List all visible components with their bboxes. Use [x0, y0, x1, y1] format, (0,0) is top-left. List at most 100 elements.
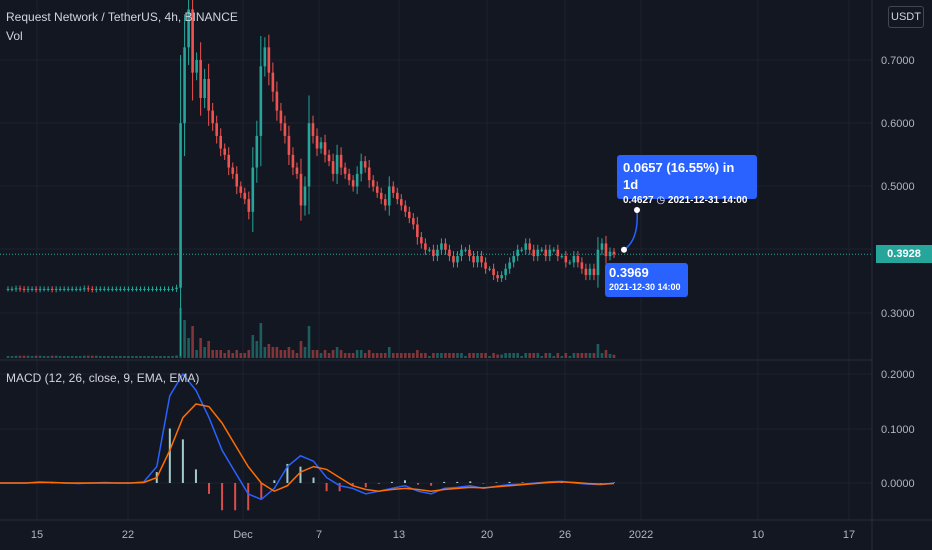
- volume-bar: [219, 350, 223, 358]
- candle-body: [339, 154, 343, 168]
- volume-bar: [331, 350, 335, 358]
- histogram-bar: [456, 481, 459, 483]
- volume-bar: [66, 356, 70, 358]
- time-tick-label: Dec: [233, 529, 253, 541]
- candle-body: [42, 288, 46, 290]
- volume-bar: [58, 356, 62, 358]
- candle-body: [22, 288, 26, 290]
- volume-bar: [275, 347, 279, 358]
- volume-bar: [544, 353, 548, 358]
- volume-bar: [404, 353, 407, 358]
- candle-body: [38, 288, 42, 290]
- volume-bar: [476, 353, 479, 358]
- volume-bar: [111, 356, 114, 358]
- candle-body: [311, 123, 315, 136]
- histogram-bar: [325, 483, 328, 492]
- histogram-bar: [613, 482, 615, 483]
- volume-bar: [552, 356, 556, 358]
- candle-body: [127, 288, 130, 290]
- candle-body: [30, 288, 34, 290]
- time-tick-label: 26: [559, 529, 571, 541]
- candle-body: [359, 161, 363, 174]
- volume-bar: [540, 356, 544, 358]
- candle-body: [271, 72, 275, 92]
- volume-bar: [62, 356, 66, 358]
- volume-label: Vol: [6, 29, 23, 43]
- volume-bar: [335, 347, 339, 358]
- histogram-bar: [469, 481, 472, 483]
- histogram-bar: [273, 480, 276, 483]
- histogram-bar: [247, 483, 250, 511]
- candle-body: [251, 167, 255, 212]
- volume-bar: [207, 341, 210, 358]
- volume-bar: [315, 350, 319, 358]
- volume-bar: [235, 350, 239, 358]
- candle-body: [279, 110, 283, 124]
- candle-body: [516, 249, 519, 257]
- price-tick-label: 0.5000: [881, 181, 915, 193]
- candle-body: [600, 243, 604, 250]
- candle-body: [135, 288, 138, 290]
- time-tick-label: 2022: [629, 529, 653, 541]
- histogram-bar: [194, 469, 197, 483]
- candle-body: [480, 256, 483, 263]
- measure-start-dot: [621, 246, 627, 253]
- candle-body: [183, 47, 186, 124]
- candle-body: [203, 78, 206, 98]
- candle-body: [540, 249, 544, 251]
- candle-body: [155, 288, 158, 290]
- candle-body: [6, 288, 10, 290]
- candle-body: [560, 256, 564, 258]
- currency-badge[interactable]: USDT: [888, 6, 924, 28]
- volume-bar: [484, 353, 487, 358]
- time-tick-label: 20: [481, 529, 493, 541]
- volume-bar: [584, 353, 588, 358]
- candle-body: [532, 249, 536, 257]
- measure-start-callout: 0.3969 2021-12-30 14:00: [605, 263, 688, 297]
- volume-bar: [74, 356, 78, 358]
- candle-body: [179, 123, 182, 288]
- candle-body: [436, 249, 439, 257]
- candle-body: [460, 249, 463, 257]
- candle-body: [267, 47, 271, 73]
- volume-bar: [420, 353, 423, 358]
- candle-body: [283, 123, 287, 136]
- candle-body: [355, 173, 359, 187]
- volume-bar: [412, 353, 415, 358]
- candle-body: [604, 243, 608, 257]
- volume-bar: [564, 353, 568, 358]
- candle-body: [303, 186, 307, 206]
- signal-line: [0, 403, 615, 493]
- candle-body: [147, 288, 150, 290]
- volume-bar: [34, 355, 38, 358]
- candle-body: [14, 288, 18, 290]
- histogram-bar: [286, 463, 289, 483]
- volume-bar: [38, 355, 42, 358]
- volume-bar: [26, 355, 30, 358]
- measure-tool[interactable]: [621, 207, 640, 253]
- volume-bar: [171, 356, 174, 358]
- candle-body: [115, 288, 118, 290]
- candle-body: [131, 288, 134, 290]
- volume-bar: [135, 356, 138, 358]
- volume-bar: [175, 355, 178, 358]
- volume-bar: [472, 353, 475, 358]
- clock-icon: ◷: [656, 195, 666, 206]
- histogram-bar: [221, 483, 224, 511]
- candle-body: [375, 186, 379, 193]
- candle-body: [387, 186, 391, 206]
- candle-body: [395, 192, 399, 200]
- price-tick-label: 0.6000: [881, 118, 915, 130]
- histogram-bar: [417, 483, 420, 485]
- candle-body: [488, 268, 491, 270]
- volume-bar: [592, 353, 596, 358]
- volume-bar: [239, 353, 243, 358]
- candle-body: [50, 288, 54, 290]
- volume-bar: [464, 356, 467, 358]
- volume-bar: [271, 347, 275, 358]
- volume-bar: [395, 353, 399, 358]
- candle-body: [504, 268, 507, 276]
- volume-bar: [151, 356, 154, 358]
- volume-bar: [367, 350, 371, 358]
